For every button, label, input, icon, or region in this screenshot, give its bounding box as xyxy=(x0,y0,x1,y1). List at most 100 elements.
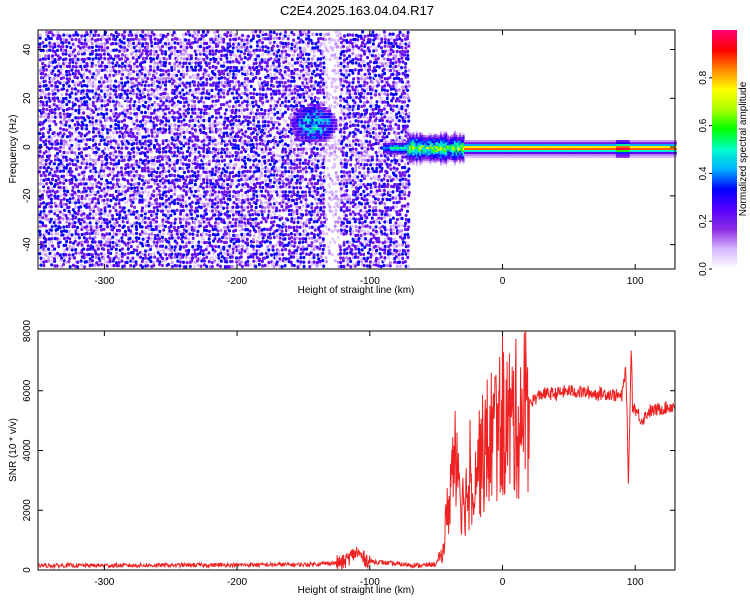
spectrogram-cell xyxy=(108,155,112,159)
spectrogram-cell xyxy=(237,233,241,238)
spectrogram-cell xyxy=(120,65,124,69)
spectrogram-cell xyxy=(296,88,300,93)
spectrogram-cell xyxy=(222,206,225,210)
spectrogram-cell xyxy=(268,178,272,182)
spectrogram-cell xyxy=(73,44,77,48)
spectrogram-cell xyxy=(172,76,176,80)
spectrogram-cell xyxy=(57,244,61,249)
spectrogram-cell xyxy=(239,150,243,154)
spectrogram-cell xyxy=(210,126,214,130)
spectrogram-cell xyxy=(115,95,119,99)
spectrogram-cell xyxy=(53,87,57,91)
spectrogram-cell xyxy=(155,244,159,248)
spectrogram-cell xyxy=(219,127,222,132)
spectrogram-cell xyxy=(199,108,203,112)
spectrogram-cell xyxy=(220,76,224,80)
spectrogram-cell xyxy=(56,36,60,41)
spectrogram-cell xyxy=(132,197,136,201)
spectrogram-cell xyxy=(216,151,220,155)
spectrogram-cell xyxy=(172,162,176,167)
spectrogram-cell xyxy=(278,236,282,240)
spectrogram-cell xyxy=(143,189,147,194)
spectrogram-cell xyxy=(296,259,300,263)
spectrogram-cell xyxy=(234,190,238,195)
spectrogram-cell xyxy=(123,97,127,101)
spectrogram-cell xyxy=(56,251,60,256)
spectrogram-cell xyxy=(108,232,112,236)
spectrogram-cell xyxy=(271,223,275,228)
spectrogram-cell xyxy=(216,38,220,42)
spectrogram-cell xyxy=(307,243,311,248)
spectrogram-cell xyxy=(214,65,218,70)
spectrogram-cell xyxy=(45,100,49,104)
spectrogram-cell xyxy=(212,81,216,85)
spectrogram-cell xyxy=(69,173,73,177)
spectrogram-cell xyxy=(85,224,89,229)
spectrogram-cell xyxy=(49,197,53,201)
spectrogram-cell xyxy=(202,114,205,118)
spectrogram-cell xyxy=(149,97,152,101)
spectrogram-cell xyxy=(109,251,113,256)
spectrogram-cell xyxy=(79,205,83,209)
spectrogram-cell xyxy=(223,158,226,162)
spectrogram-cell xyxy=(133,189,137,194)
spectrogram-cell xyxy=(51,57,54,61)
spectrogram-cell xyxy=(287,233,291,237)
spectrogram-cell xyxy=(241,194,244,198)
spectrogram-cell xyxy=(50,163,54,167)
spectrogram-cell xyxy=(292,169,296,173)
spectrogram-cell xyxy=(283,147,287,151)
spectrogram-cell xyxy=(155,170,159,175)
spectrogram-cell xyxy=(106,84,110,89)
spectrogram-cell xyxy=(264,219,268,224)
spectrogram-cell xyxy=(96,197,100,202)
spectrogram-cell xyxy=(219,209,223,213)
spectrogram-cell xyxy=(181,184,185,189)
spectrogram-cell xyxy=(210,45,214,50)
spectrogram-cell xyxy=(225,260,229,264)
spectrogram-cell xyxy=(255,65,259,70)
spectrogram-cell xyxy=(205,224,209,229)
spectrogram-cell xyxy=(246,96,250,100)
spectrogram-cell xyxy=(232,166,236,170)
spectrogram-cell xyxy=(283,221,287,225)
spectrogram-cell xyxy=(134,262,138,267)
spectrogram-cell xyxy=(62,108,66,113)
spectrogram-cell xyxy=(101,34,104,39)
spectrogram-cell xyxy=(205,245,209,249)
spectrogram-cell xyxy=(304,161,307,166)
spectrogram-cell xyxy=(83,265,87,269)
spectrogram-cell xyxy=(65,229,69,233)
spectrogram-cell xyxy=(245,72,249,76)
spectrogram-cell xyxy=(121,220,125,224)
spectrogram-cell xyxy=(53,58,57,62)
spectrogram-cell xyxy=(153,255,157,259)
spectrogram-cell xyxy=(296,190,300,194)
spectrogram-cell xyxy=(213,172,217,177)
spectrogram-cell xyxy=(307,236,311,240)
spectrogram-cell xyxy=(129,244,133,249)
spectrogram-cell xyxy=(68,197,72,201)
spectrogram-cell xyxy=(167,116,171,120)
spectrogram-cell xyxy=(80,150,83,155)
spectrogram-cell xyxy=(44,232,48,236)
spectrogram-cell xyxy=(246,34,250,38)
spectrogram-cell xyxy=(149,56,153,61)
spectrogram-cell xyxy=(82,72,86,77)
spectrogram-cell xyxy=(195,159,199,164)
spectrogram-cell xyxy=(301,190,305,194)
spectrogram-cell xyxy=(96,96,100,101)
spectrogram-cell xyxy=(257,262,261,267)
spectrogram-cell xyxy=(41,66,45,70)
spectrogram-cell xyxy=(257,68,261,73)
spectrogram-cell xyxy=(178,264,182,268)
spectrogram-cell xyxy=(204,72,208,77)
spectrogram-cell xyxy=(234,158,237,162)
spectrogram-cell xyxy=(152,240,156,244)
spectrogram-cell xyxy=(207,150,211,154)
spectrogram-cell xyxy=(295,41,299,45)
spectrogram-cell xyxy=(169,221,173,226)
spectrogram-cell xyxy=(96,206,100,210)
spectrogram-cell xyxy=(43,57,47,61)
spectrogram-cell xyxy=(240,205,244,209)
